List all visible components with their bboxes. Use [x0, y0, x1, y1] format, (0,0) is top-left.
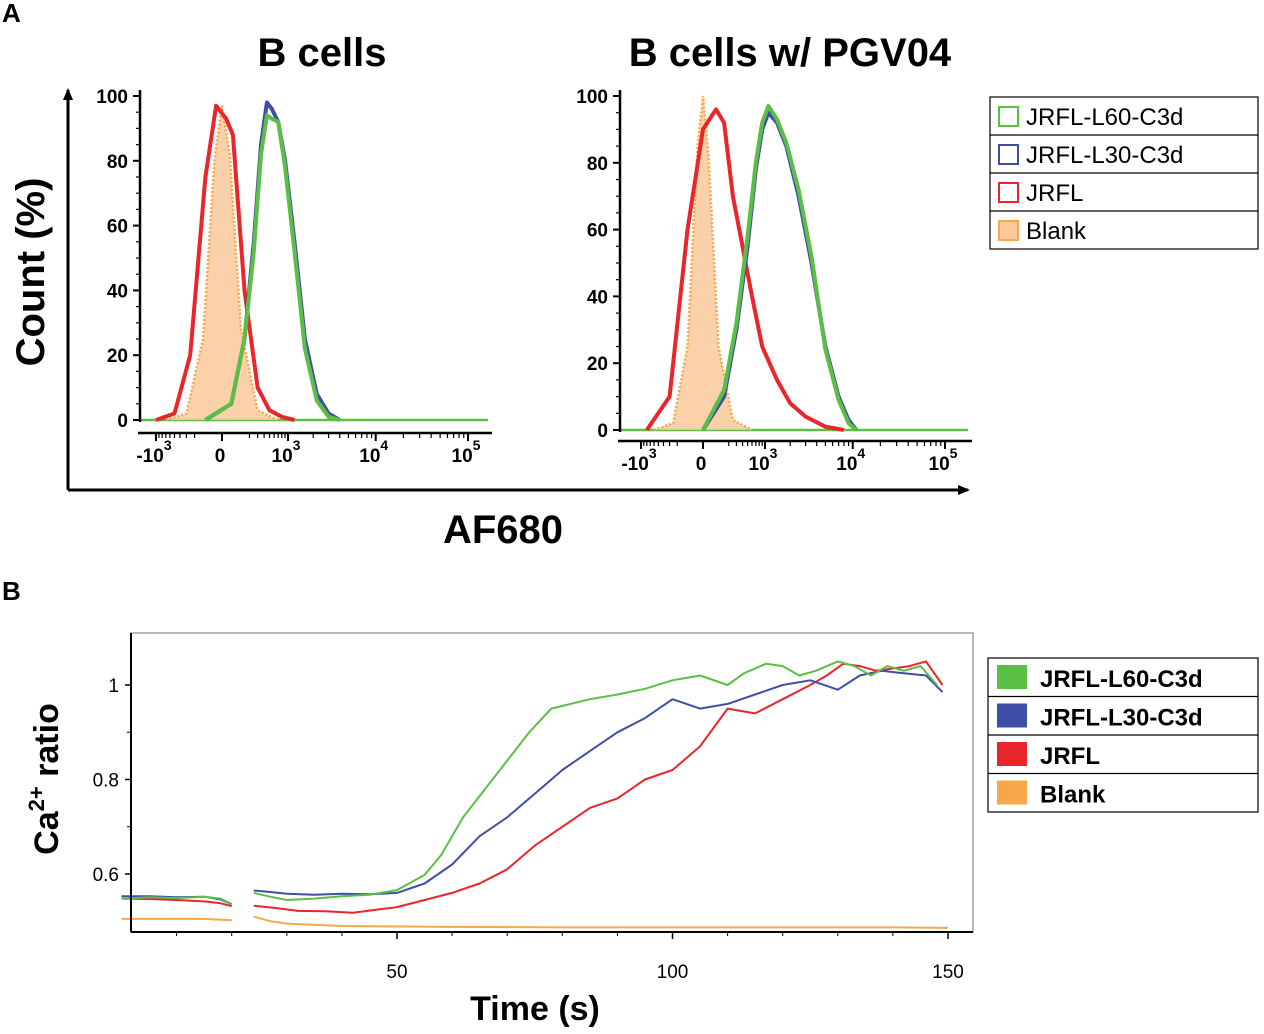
- x-tick-label: -103: [136, 437, 171, 467]
- x-tick-label: 0: [696, 454, 707, 475]
- x-tick-label: 105: [929, 445, 958, 475]
- calcium-line-jrfl: [121, 897, 232, 908]
- y-tick-label: 20: [107, 346, 128, 367]
- x-tick-label: 105: [452, 437, 481, 467]
- y-tick-label: 40: [107, 281, 128, 302]
- calcium-line-jrfl-l60-c3d: [121, 895, 233, 906]
- panel-letter-a: A: [2, 0, 21, 28]
- y-tick-label: 80: [587, 154, 608, 175]
- ca-ratio-label-main: Ca: [28, 810, 66, 855]
- calcium-line-blank: [121, 917, 232, 922]
- calcium-line-jrfl: [253, 660, 944, 914]
- legend-a-label-jrfl-l30-c3d: JRFL-L30-C3d: [1026, 142, 1183, 169]
- legend-a-swatch-jrfl: [998, 182, 1019, 203]
- panel-a-outer-axes: Count (%) AF680: [9, 88, 970, 552]
- count-axis-label: Count (%): [9, 178, 53, 367]
- legend-a-swatch-blank: [998, 220, 1019, 241]
- legend-b-label-jrfl: JRFL: [1040, 743, 1100, 770]
- histogram-line-blank: [165, 105, 279, 422]
- legend-b-swatch-blank: [997, 780, 1027, 805]
- histogram-b-cells-title: B cells: [258, 31, 387, 75]
- ca-ratio-label-superscript: 2+: [24, 786, 49, 811]
- calcium-line-jrfl-l60-c3d: [253, 660, 938, 901]
- y-tick-label: 20: [587, 354, 608, 375]
- y-tick-label: 0: [117, 411, 128, 432]
- y-tick-label: 0.6: [93, 865, 119, 886]
- legend-a-label-jrfl: JRFL: [1026, 180, 1083, 207]
- x-tick-label: 100: [657, 962, 689, 983]
- y-tick-label: 60: [587, 221, 608, 242]
- histogram-fill-blank: [654, 96, 752, 430]
- legend-b-swatch-jrfl-l30-c3d: [997, 703, 1027, 728]
- histogram-line-jrfl-l60-c3d: [701, 104, 858, 432]
- y-tick-label: 1: [108, 676, 119, 697]
- histogram-b-cells: B cells 0 20 40 60 80 100 -103 0 103 104 105: [96, 31, 492, 467]
- legend-b-swatch-jrfl-l60-c3d: [997, 665, 1027, 689]
- ca-ratio-label-suffix: ratio: [28, 703, 66, 786]
- legend-a-label-blank: Blank: [1026, 218, 1087, 245]
- panel-letter-b: B: [2, 576, 21, 606]
- histogram-line-jrfl: [645, 107, 845, 432]
- y-tick-label: 0.8: [93, 771, 119, 792]
- histogram-b-cells-pgv04: B cells w/ PGV04 0 20 40 60 80 100 -103 0 103 104…: [576, 31, 972, 475]
- x-tick-label: 103: [272, 437, 301, 467]
- legend-b-label-jrfl-l30-c3d: JRFL-L30-C3d: [1040, 705, 1203, 732]
- legend-b-label-blank: Blank: [1040, 782, 1106, 809]
- legend-a-swatch-jrfl-l30-c3d: [998, 144, 1019, 165]
- calcium-plot-frame: [130, 632, 974, 933]
- calcium-line-jrfl-l30-c3d: [253, 669, 944, 896]
- x-tick-label: 150: [932, 962, 964, 983]
- histogram-line-jrfl: [155, 103, 295, 422]
- histogram-line-blank: [653, 95, 753, 432]
- legend-b: JRFL-L60-C3d JRFL-L30-C3d JRFL Blank: [987, 657, 1259, 813]
- x-tick-label: 0: [215, 446, 226, 467]
- af680-axis-label: AF680: [443, 508, 563, 552]
- y-tick-label: 80: [107, 152, 128, 173]
- histogram-pgv04-title: B cells w/ PGV04: [629, 31, 952, 75]
- legend-a-label-jrfl-l60-c3d: JRFL-L60-C3d: [1026, 104, 1183, 131]
- y-tick-label: 40: [587, 287, 608, 308]
- histogram-line-jrfl-l60-c3d: [204, 113, 341, 422]
- y-tick-label: 60: [107, 217, 128, 238]
- calcium-line-blank: [253, 915, 949, 929]
- x-tick-label: 50: [386, 962, 407, 983]
- x-tick-label: 103: [749, 445, 778, 475]
- time-axis-label: Time (s): [470, 990, 600, 1028]
- legend-a: JRFL-L60-C3d JRFL-L30-C3d JRFL Blank: [989, 96, 1259, 250]
- y-tick-label: 100: [576, 87, 608, 108]
- y-tick-label: 0: [597, 421, 608, 442]
- x-tick-label: 104: [359, 437, 388, 467]
- legend-b-label-jrfl-l60-c3d: JRFL-L60-C3d: [1040, 666, 1203, 693]
- x-tick-label: 104: [836, 445, 865, 475]
- x-tick-label: -103: [621, 445, 656, 475]
- histogram-fill-blank: [165, 105, 279, 420]
- ca-ratio-axis-label: Ca2+ ratio: [24, 703, 66, 855]
- legend-a-swatch-jrfl-l60-c3d: [998, 106, 1019, 127]
- legend-b-swatch-jrfl: [997, 742, 1027, 766]
- y-tick-label: 100: [96, 87, 128, 108]
